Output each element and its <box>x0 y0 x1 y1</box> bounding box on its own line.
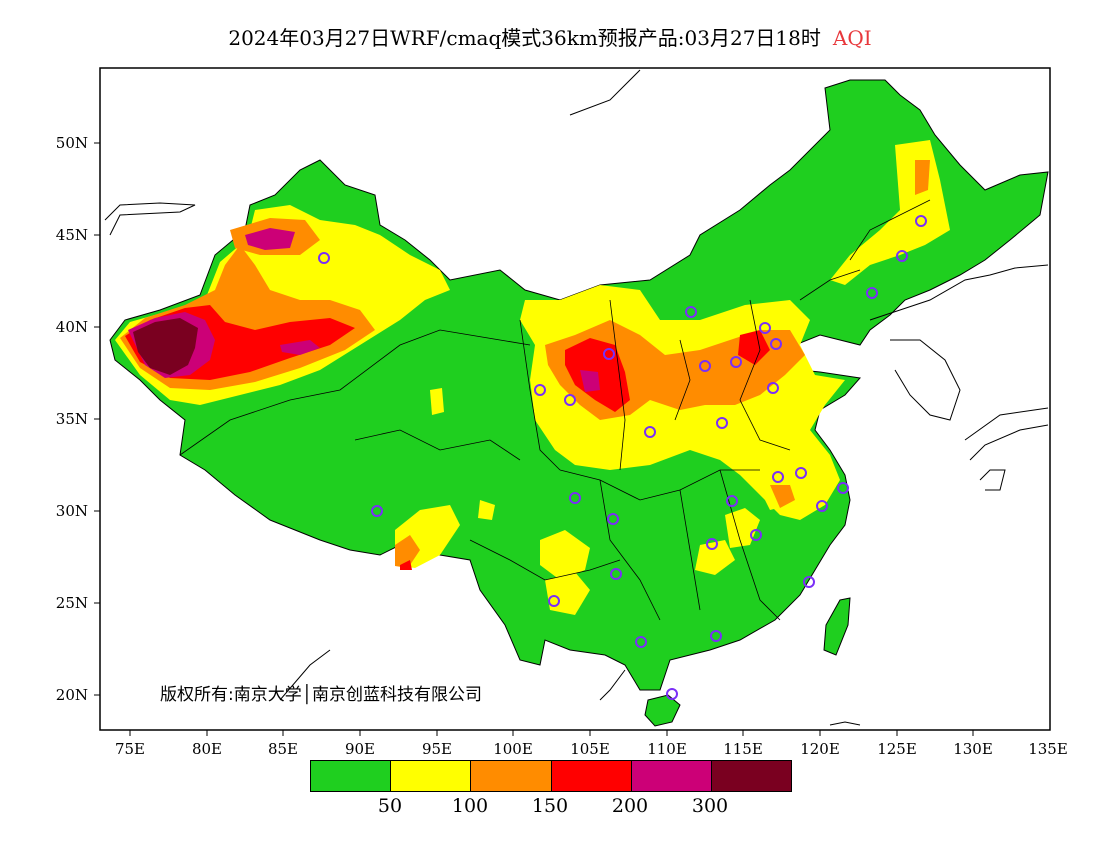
y-tick-label: 20N <box>56 686 88 704</box>
copyright-notice: 版权所有:南京大学│南京创蓝科技有限公司 <box>160 685 482 705</box>
legend-label: 100 <box>451 795 489 817</box>
city-marker <box>772 471 784 483</box>
city-marker <box>750 529 762 541</box>
city-marker <box>603 348 615 360</box>
city-markers <box>318 215 927 700</box>
y-tick-label: 45N <box>56 226 88 244</box>
legend-label: 200 <box>611 795 649 817</box>
legend-swatch-unhealthy <box>551 761 632 791</box>
legend-label: 50 <box>377 795 403 817</box>
city-marker <box>699 360 711 372</box>
city-marker <box>726 495 738 507</box>
x-tick-label: 80E <box>192 740 222 758</box>
city-marker <box>866 287 878 299</box>
y-tick-label: 40N <box>56 318 88 336</box>
legend-swatch-very-unhealthy <box>631 761 712 791</box>
legend-swatch-hazardous <box>711 761 792 791</box>
y-tick-label: 50N <box>56 134 88 152</box>
x-tick-label: 100E <box>493 740 533 758</box>
x-tick-label: 125E <box>877 740 917 758</box>
city-marker <box>706 538 718 550</box>
legend-label: 150 <box>531 795 569 817</box>
x-tick-label: 105E <box>570 740 610 758</box>
legend-labels: 50 100 150 200 300 <box>0 795 1100 819</box>
city-marker <box>795 467 807 479</box>
legend-swatch-sensitive <box>471 761 552 791</box>
x-tick-label: 135E <box>1028 740 1068 758</box>
city-marker <box>644 426 656 438</box>
city-marker <box>770 338 782 350</box>
city-marker <box>915 215 927 227</box>
city-marker <box>816 500 828 512</box>
y-axis: 50N 45N 40N 35N 30N 25N 20N <box>56 134 100 704</box>
city-marker <box>534 384 546 396</box>
x-tick-label: 120E <box>800 740 840 758</box>
x-tick-label: 75E <box>115 740 145 758</box>
city-marker <box>730 356 742 368</box>
city-marker <box>710 630 722 642</box>
city-marker <box>635 636 647 648</box>
x-tick-label: 115E <box>723 740 763 758</box>
city-marker <box>610 568 622 580</box>
city-marker <box>569 492 581 504</box>
legend-swatch-good <box>311 761 392 791</box>
x-tick-label: 95E <box>422 740 452 758</box>
x-tick-label: 110E <box>647 740 687 758</box>
city-marker <box>685 306 697 318</box>
city-marker <box>759 322 771 334</box>
city-marker <box>666 688 678 700</box>
city-marker <box>837 482 849 494</box>
city-marker <box>607 513 619 525</box>
coastlines <box>104 69 1049 726</box>
legend-label: 300 <box>691 795 729 817</box>
y-tick-label: 35N <box>56 410 88 428</box>
color-legend <box>310 760 792 792</box>
city-marker <box>803 576 815 588</box>
x-axis: 75E 80E 85E 90E 95E 100E 105E 110E 115E … <box>115 730 1068 758</box>
legend-swatch-moderate <box>391 761 472 791</box>
x-tick-label: 90E <box>345 740 375 758</box>
variable-label: AQI <box>832 26 872 50</box>
map-title: 2024年03月27日WRF/cmaq模式36km预报产品:03月27日18时 A… <box>0 22 1100 51</box>
x-tick-label: 85E <box>268 740 298 758</box>
city-marker <box>548 595 560 607</box>
province-boundaries <box>179 199 931 621</box>
city-marker <box>767 382 779 394</box>
x-tick-label: 130E <box>953 740 993 758</box>
title-text: 2024年03月27日WRF/cmaq模式36km预报产品:03月27日18时 <box>228 26 821 50</box>
city-marker <box>564 394 576 406</box>
city-marker <box>896 250 908 262</box>
taiwan-island <box>823 597 851 656</box>
y-tick-label: 30N <box>56 502 88 520</box>
city-marker <box>371 505 383 517</box>
city-marker <box>318 252 330 264</box>
hazardous-zone <box>133 318 198 375</box>
city-marker <box>716 417 728 429</box>
y-tick-label: 25N <box>56 594 88 612</box>
